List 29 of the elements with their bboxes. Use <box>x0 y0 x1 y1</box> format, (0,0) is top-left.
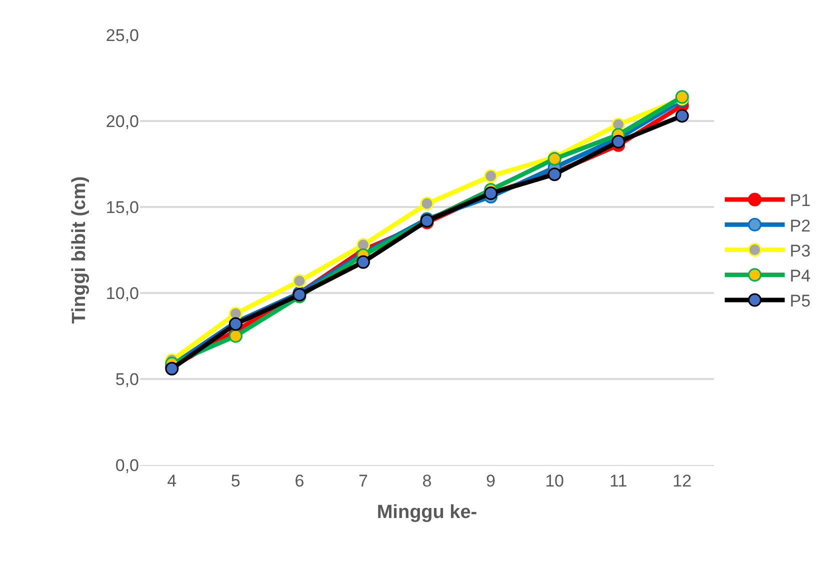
x-tick-label: 9 <box>486 471 496 490</box>
x-axis-title: Minggu ke- <box>376 502 478 524</box>
x-tick-label: 5 <box>230 471 240 490</box>
legend-label: P1 <box>790 191 811 210</box>
point <box>420 196 434 210</box>
x-tick-label: 12 <box>672 471 692 490</box>
x-tick-label: 8 <box>422 471 432 490</box>
point <box>484 169 498 183</box>
y-tick-label: 5,0 <box>115 370 139 389</box>
legend-label: P4 <box>790 266 811 286</box>
x-tick-label: 4 <box>167 471 177 490</box>
x-tick-label: 11 <box>610 471 628 490</box>
y-tick-label: 25,0 <box>106 26 139 45</box>
y-tick-label: 10,0 <box>106 284 139 303</box>
point <box>675 109 689 123</box>
y-axis-title: Tinggi bibit (cm) <box>68 176 90 324</box>
y-tick-label: 0,0 <box>115 456 139 475</box>
x-tick-label: 6 <box>294 471 304 490</box>
point <box>292 274 306 288</box>
point <box>356 255 370 269</box>
point <box>612 134 626 148</box>
y-tick-label: 15,0 <box>106 198 139 217</box>
x-tick-label: 7 <box>358 471 368 490</box>
point <box>228 329 242 343</box>
legend-label: P2 <box>790 216 811 236</box>
legend-label: P3 <box>790 241 811 260</box>
x-tick-label: 10 <box>545 471 564 490</box>
y-tick-label: 20,0 <box>106 112 139 131</box>
legend-label: P5 <box>790 292 811 311</box>
